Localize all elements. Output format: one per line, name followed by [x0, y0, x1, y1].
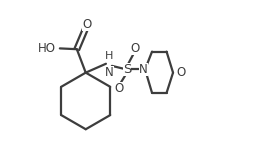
Text: H: H: [105, 51, 113, 61]
Text: HO: HO: [38, 42, 56, 55]
Text: O: O: [82, 18, 92, 31]
Text: N: N: [139, 63, 148, 76]
Text: S: S: [123, 63, 131, 76]
Text: O: O: [177, 66, 186, 79]
Text: O: O: [130, 42, 139, 55]
Text: N: N: [105, 66, 113, 79]
Text: O: O: [114, 82, 124, 95]
